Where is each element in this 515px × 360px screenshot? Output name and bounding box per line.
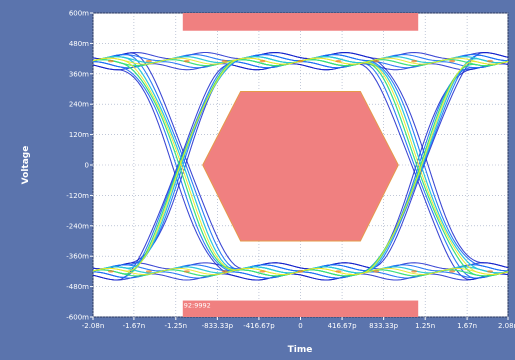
mask-center-hexagon (202, 91, 399, 242)
grid-lines (92, 12, 509, 318)
y-tick-label: -600m (66, 314, 89, 322)
x-tick-label: 1.25n (415, 322, 435, 330)
density-hotspot (487, 270, 494, 273)
y-tick-label: 240m (69, 101, 89, 109)
density-hotspot (183, 59, 190, 63)
density-hotspot (449, 59, 456, 63)
y-tick-label: 480m (69, 40, 89, 48)
density-hotspot (221, 270, 228, 273)
x-axis-ticks: -2.08n -1.67n -1.25n -833.33p -416.67p 0 416.6… (82, 317, 515, 330)
trace-hold-rise (92, 52, 509, 270)
y-tick-label: -480m (66, 283, 89, 291)
density-hotspot (449, 270, 456, 273)
y-tick-label: -360m (66, 253, 89, 261)
density-hotspot (297, 270, 304, 273)
x-tick-label: -1.25n (165, 322, 188, 330)
x-tick-label: 833.33p (369, 322, 398, 330)
x-tick-label: 416.67p (328, 322, 357, 330)
x-tick-label: 0 (298, 322, 302, 330)
x-axis-label: Time (288, 345, 313, 355)
x-tick-label: -416.67p (243, 322, 275, 330)
y-axis-ticks: 600m 480m 360m 240m 120m 0 -120m -240m -360m -480… (66, 10, 93, 322)
mask-center-group (202, 91, 399, 242)
x-tick-label: -1.67n (123, 322, 146, 330)
y-tick-label: 0 (85, 162, 89, 170)
density-hotspot (107, 270, 114, 273)
density-hotspot (259, 270, 266, 273)
density-hotspot (183, 270, 190, 273)
mask-label-group: 92:9992 (184, 302, 211, 310)
density-hotspot (145, 59, 152, 63)
density-hotspot (373, 59, 380, 63)
x-tick-label: -833.33p (202, 322, 234, 330)
density-hotspot (335, 270, 342, 273)
mask-top-band (182, 13, 419, 31)
mask-bottom-band (182, 300, 419, 317)
density-hotspot (411, 270, 418, 273)
density-hotspot (373, 270, 380, 273)
density-hotspot (145, 270, 152, 273)
density-hotspot (487, 59, 494, 63)
density-hotspot (221, 59, 228, 63)
density-hotspot (107, 59, 114, 63)
x-tick-label: -2.08n (82, 322, 105, 330)
eye-traces (92, 52, 509, 281)
y-axis-label: Voltage (21, 146, 31, 185)
density-hotspot (411, 59, 418, 63)
y-tick-label: 120m (69, 131, 89, 139)
mask-hit-label: 92:9992 (184, 302, 211, 310)
trace-hold-fall (92, 63, 509, 281)
density-hotspot (259, 59, 266, 63)
density-hotspot (297, 59, 304, 63)
y-tick-label: 360m (69, 70, 89, 78)
mask-bands (182, 13, 419, 317)
x-tick-label: 2.08n (498, 322, 515, 330)
y-tick-label: -240m (66, 222, 89, 230)
y-tick-label: -120m (66, 192, 89, 200)
y-tick-label: 600m (69, 10, 89, 18)
trace-hold-rise (92, 63, 509, 281)
trace-hold-fall (92, 52, 509, 269)
x-tick-label: 1.67n (457, 322, 477, 330)
density-hotspot (335, 59, 342, 63)
